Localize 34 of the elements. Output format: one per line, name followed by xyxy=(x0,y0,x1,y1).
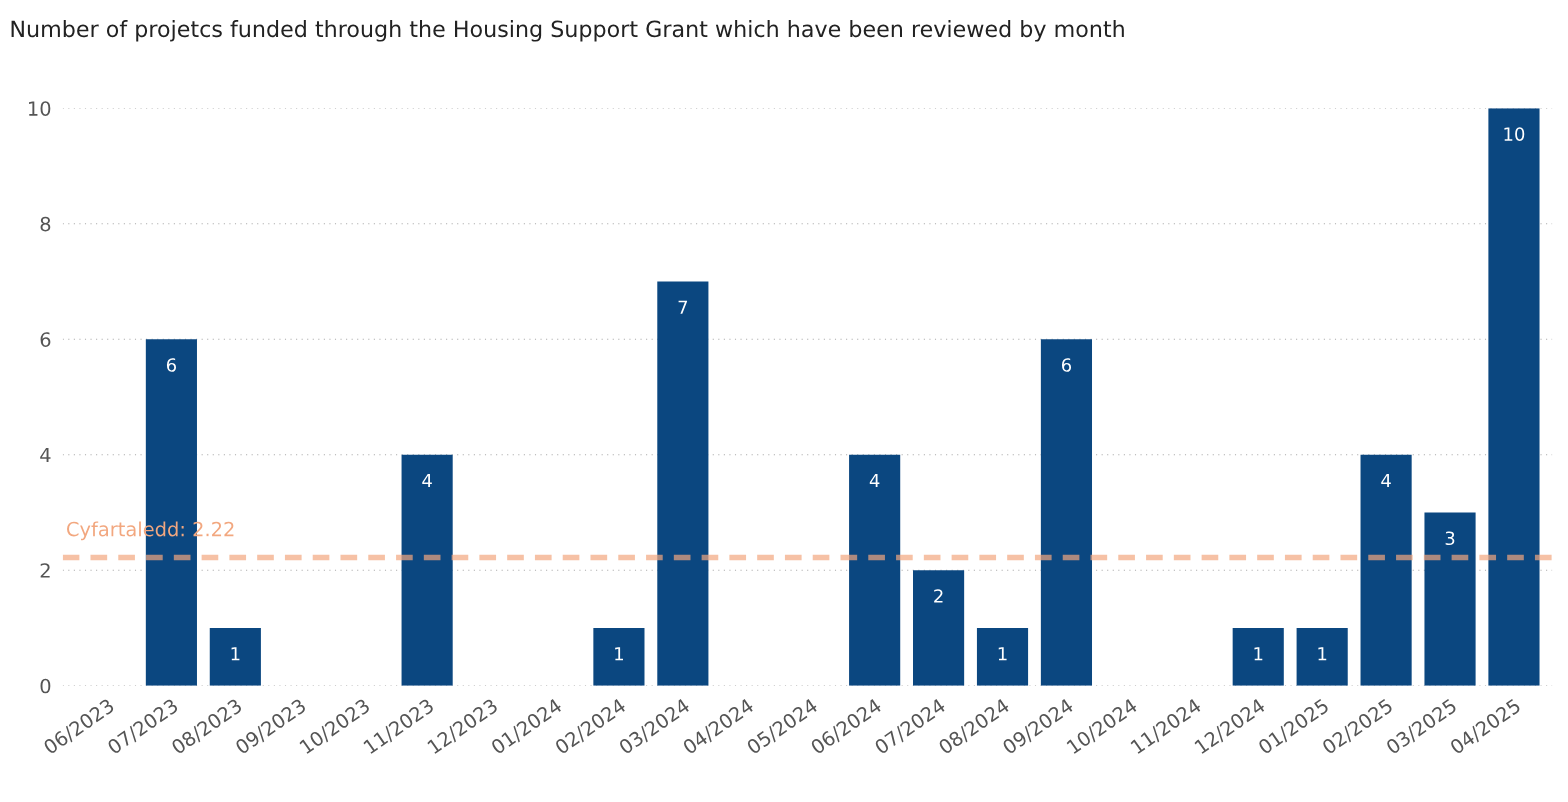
bar xyxy=(209,627,261,686)
data-label: 1 xyxy=(615,647,623,661)
data-label: 7 xyxy=(678,300,688,314)
y-tick-label: 10 xyxy=(29,101,51,116)
y-tick-label: 0 xyxy=(40,678,51,694)
data-label: 10 xyxy=(1504,127,1525,141)
data-label: 3 xyxy=(1445,531,1455,546)
bar xyxy=(976,627,1029,686)
data-label: 1 xyxy=(1318,647,1327,661)
data-label: 1 xyxy=(998,647,1007,661)
bar xyxy=(1360,454,1412,686)
bar xyxy=(1488,108,1540,686)
bar xyxy=(849,454,901,686)
bar xyxy=(401,454,453,686)
data-label: 2 xyxy=(934,589,943,603)
data-label: 1 xyxy=(1254,647,1263,661)
data-label: 6 xyxy=(1061,358,1072,372)
y-tick-label: 6 xyxy=(40,332,51,347)
y-tick-label: 2 xyxy=(40,563,50,578)
bar xyxy=(1040,339,1093,686)
y-tick-label: 8 xyxy=(40,216,51,232)
data-label: 6 xyxy=(166,358,177,372)
bar xyxy=(593,627,645,686)
data-label: 1 xyxy=(231,647,240,661)
bar xyxy=(1424,512,1476,686)
bar xyxy=(913,570,965,686)
bar xyxy=(657,281,709,686)
data-label: 4 xyxy=(422,473,432,488)
chart-title: Number of projetcs funded through the Housing Support Grant which have been reviewed by month xyxy=(11,20,1124,42)
bar xyxy=(1296,627,1348,686)
data-label: 4 xyxy=(869,473,880,488)
data-label: 4 xyxy=(1381,473,1391,488)
bar xyxy=(1232,627,1284,686)
y-tick-label: 4 xyxy=(40,447,51,463)
